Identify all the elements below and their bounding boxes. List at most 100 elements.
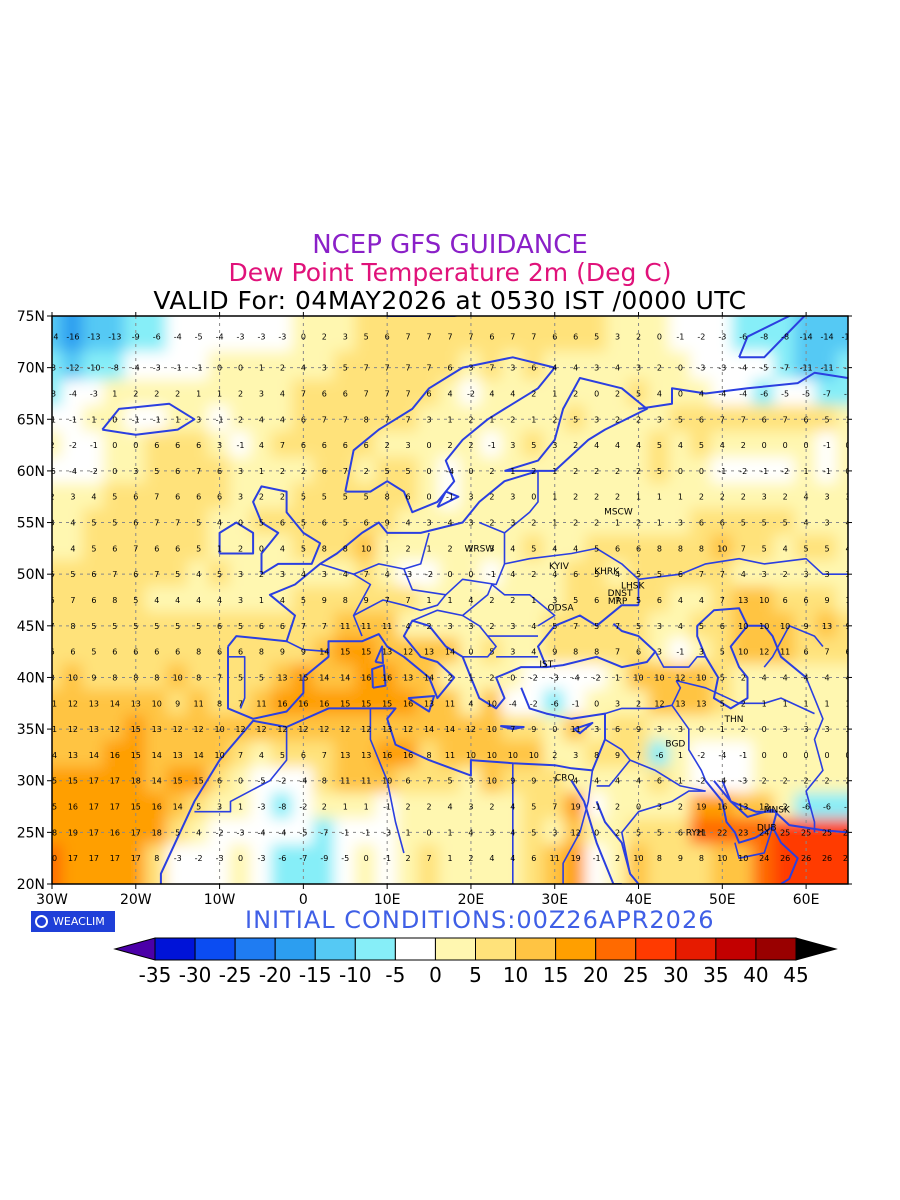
lon-label: 20W [120, 892, 152, 908]
grid-value: 12 [403, 725, 413, 734]
grid-value: 5 [364, 333, 369, 342]
grid-value: 6 [636, 544, 641, 553]
grid-value: 4 [343, 570, 348, 579]
grid-value: 6 [280, 622, 285, 631]
grid-value: 6 [552, 333, 557, 342]
field-cell [648, 663, 671, 692]
grid-value: 2 [49, 441, 54, 450]
field-cell [836, 508, 848, 537]
grid-value: -2 [530, 699, 538, 708]
grid-value: 2 [531, 519, 536, 528]
field-cell [668, 586, 692, 614]
grid-value: 9 [845, 622, 850, 631]
grid-value: 10 [487, 725, 497, 734]
field-cell [145, 715, 169, 743]
grid-value: 0 [699, 725, 704, 734]
grid-value: 6 [133, 648, 138, 657]
grid-value: 6 [301, 751, 306, 760]
field-cell [229, 379, 252, 408]
grid-value: 17 [68, 854, 78, 863]
field-cell [166, 741, 190, 769]
field-cell [794, 316, 818, 354]
field-cell [710, 508, 734, 537]
grid-value: 2 [636, 333, 641, 342]
grid-value: 4 [91, 493, 96, 502]
grid-value: 4 [699, 596, 704, 605]
field-cell [52, 663, 64, 692]
field-cell [522, 351, 546, 382]
field-cell [648, 715, 671, 743]
field-cell [187, 316, 211, 354]
lat-label: 70N [17, 361, 45, 377]
field-cell [438, 741, 462, 769]
grid-value: 7 [364, 570, 369, 579]
grid-value: 10 [738, 854, 748, 863]
grid-value: 1 [552, 389, 557, 398]
field-cell [857, 534, 880, 562]
field-cell [564, 482, 588, 511]
grid-value: 3 [783, 725, 788, 734]
field-cell [145, 405, 169, 434]
field-cell [815, 482, 839, 511]
field-cell [124, 508, 148, 537]
grid-value: 6 [615, 725, 620, 734]
grid-value: 3 [552, 828, 557, 837]
grid-value: 5 [636, 622, 641, 631]
field-cell [836, 405, 848, 434]
field-cell [52, 611, 64, 640]
field-cell [752, 637, 776, 666]
field-cell [857, 638, 880, 666]
grid-value: 8 [364, 415, 369, 424]
grid-value: 5 [154, 467, 159, 476]
grid-value: 10 [654, 673, 664, 682]
field-cell [438, 689, 462, 718]
field-cell [82, 792, 106, 821]
grid-value: -2 [425, 570, 433, 579]
grid-value: -5 [257, 777, 265, 786]
grid-value: -3 [237, 828, 245, 837]
grid-value: 4 [447, 803, 452, 812]
lat-label: 30N [17, 774, 45, 790]
grid-value: 0 [468, 467, 473, 476]
grid-value: 10 [487, 751, 497, 760]
grid-value: -2 [90, 467, 98, 476]
grid-value: -6 [823, 803, 831, 812]
grid-value: 5 [196, 519, 201, 528]
field-cell [82, 766, 106, 795]
field-cell [773, 431, 797, 459]
field-cell [773, 792, 797, 821]
grid-value: 5 [657, 441, 662, 450]
grid-value: 5 [238, 622, 243, 631]
field-cell [710, 482, 734, 511]
grid-value: 2 [133, 389, 138, 398]
grid-value: 2 [552, 415, 557, 424]
grid-value: 10 [152, 699, 162, 708]
field-cell [229, 351, 252, 382]
grid-value: 13 [424, 648, 434, 657]
grid-value: 6 [447, 364, 452, 373]
field-cell [250, 379, 273, 408]
field-cell [82, 508, 106, 537]
field-cell [61, 405, 85, 434]
grid-value: 7 [364, 389, 369, 398]
field-cell [543, 560, 567, 589]
grid-value: 3 [510, 519, 515, 528]
field-cell [124, 482, 148, 511]
field-cell [396, 457, 420, 485]
grid-value: 7 [720, 596, 725, 605]
field-cell [480, 715, 504, 743]
grid-value: 6 [322, 389, 327, 398]
field-cell [815, 431, 839, 459]
field-cell [815, 534, 839, 563]
grid-value: 2 [845, 777, 850, 786]
field-cell [208, 431, 232, 459]
field-cell [794, 818, 818, 847]
field-cell [794, 405, 818, 434]
grid-value: 7 [406, 333, 411, 342]
grid-value: 6 [804, 648, 809, 657]
grid-value: 6 [175, 648, 180, 657]
field-cell [61, 766, 85, 795]
grid-value: -2 [195, 854, 203, 863]
field-cell [103, 844, 127, 884]
